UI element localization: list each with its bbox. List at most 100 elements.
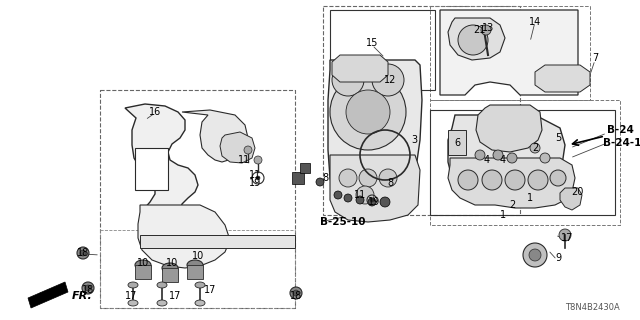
Bar xyxy=(162,268,178,282)
Circle shape xyxy=(332,64,364,96)
Text: 18: 18 xyxy=(290,291,302,301)
Polygon shape xyxy=(448,18,505,60)
Circle shape xyxy=(475,150,485,160)
Text: 8: 8 xyxy=(322,173,328,183)
Circle shape xyxy=(293,290,299,296)
Text: 14: 14 xyxy=(529,17,541,27)
Polygon shape xyxy=(448,158,575,208)
Text: 1: 1 xyxy=(500,210,506,220)
Text: FR.: FR. xyxy=(72,291,93,301)
Circle shape xyxy=(493,150,503,160)
Text: 21: 21 xyxy=(473,25,485,35)
Ellipse shape xyxy=(195,282,205,288)
Bar xyxy=(430,100,620,225)
Bar xyxy=(187,265,203,279)
Text: 3: 3 xyxy=(411,135,417,145)
Polygon shape xyxy=(182,110,248,162)
Circle shape xyxy=(530,143,540,153)
Bar xyxy=(448,130,466,155)
Bar xyxy=(100,90,295,308)
Circle shape xyxy=(346,90,390,134)
Polygon shape xyxy=(328,60,422,218)
Ellipse shape xyxy=(195,300,205,306)
Circle shape xyxy=(505,170,525,190)
Circle shape xyxy=(368,198,376,206)
Bar xyxy=(135,265,151,279)
Polygon shape xyxy=(448,115,565,200)
Text: 11: 11 xyxy=(249,170,261,180)
Ellipse shape xyxy=(135,260,151,270)
Text: 6: 6 xyxy=(454,138,460,148)
Polygon shape xyxy=(138,205,230,268)
Text: 11: 11 xyxy=(238,155,250,165)
Polygon shape xyxy=(560,188,582,210)
Text: 2: 2 xyxy=(509,200,515,210)
Text: 20: 20 xyxy=(571,187,583,197)
Circle shape xyxy=(316,178,324,186)
Ellipse shape xyxy=(128,300,138,306)
Circle shape xyxy=(244,146,252,154)
Bar xyxy=(330,10,435,90)
Circle shape xyxy=(481,25,491,35)
Text: 17: 17 xyxy=(125,291,137,301)
Text: 1: 1 xyxy=(527,193,533,203)
Polygon shape xyxy=(535,65,590,92)
Circle shape xyxy=(528,170,548,190)
Text: 19: 19 xyxy=(368,197,380,207)
Circle shape xyxy=(330,74,406,150)
Circle shape xyxy=(339,169,357,187)
Circle shape xyxy=(344,194,352,202)
Circle shape xyxy=(550,170,566,186)
Circle shape xyxy=(482,170,502,190)
Text: 17: 17 xyxy=(561,233,573,243)
Text: 7: 7 xyxy=(592,53,598,63)
Text: 2: 2 xyxy=(532,143,538,153)
Polygon shape xyxy=(125,104,198,254)
Text: 18: 18 xyxy=(82,285,94,295)
Circle shape xyxy=(379,169,397,187)
Text: 11: 11 xyxy=(354,190,366,200)
Circle shape xyxy=(559,229,571,241)
Text: 12: 12 xyxy=(384,75,396,85)
Ellipse shape xyxy=(187,260,203,270)
Bar xyxy=(430,110,615,215)
Ellipse shape xyxy=(162,263,178,273)
Circle shape xyxy=(458,25,488,55)
Text: 13: 13 xyxy=(482,23,494,33)
Ellipse shape xyxy=(128,282,138,288)
Polygon shape xyxy=(332,55,388,82)
Text: 8: 8 xyxy=(387,178,393,188)
Circle shape xyxy=(80,250,86,256)
Text: 4: 4 xyxy=(484,155,490,165)
Bar xyxy=(323,6,520,215)
Circle shape xyxy=(356,196,364,204)
Circle shape xyxy=(254,156,262,164)
Circle shape xyxy=(370,198,374,202)
Circle shape xyxy=(82,282,94,294)
Text: 17: 17 xyxy=(204,285,216,295)
Bar xyxy=(100,230,295,308)
Bar xyxy=(292,172,304,184)
Text: 19: 19 xyxy=(249,178,261,188)
Polygon shape xyxy=(140,235,295,248)
Text: B-25-10: B-25-10 xyxy=(320,217,365,227)
Text: 10: 10 xyxy=(137,258,149,268)
Circle shape xyxy=(529,249,541,261)
Text: 9: 9 xyxy=(555,253,561,263)
Circle shape xyxy=(334,191,342,199)
Circle shape xyxy=(523,243,547,267)
Text: 17: 17 xyxy=(169,291,181,301)
Polygon shape xyxy=(330,155,420,222)
Text: B-24: B-24 xyxy=(607,125,634,135)
Circle shape xyxy=(507,153,517,163)
Circle shape xyxy=(458,170,478,190)
Polygon shape xyxy=(476,105,542,152)
Circle shape xyxy=(256,176,260,180)
Bar xyxy=(430,6,590,100)
Text: 15: 15 xyxy=(366,38,378,48)
Circle shape xyxy=(359,169,377,187)
Text: B-24-1: B-24-1 xyxy=(603,138,640,148)
Circle shape xyxy=(380,197,390,207)
Polygon shape xyxy=(440,10,578,95)
Bar xyxy=(300,163,310,173)
